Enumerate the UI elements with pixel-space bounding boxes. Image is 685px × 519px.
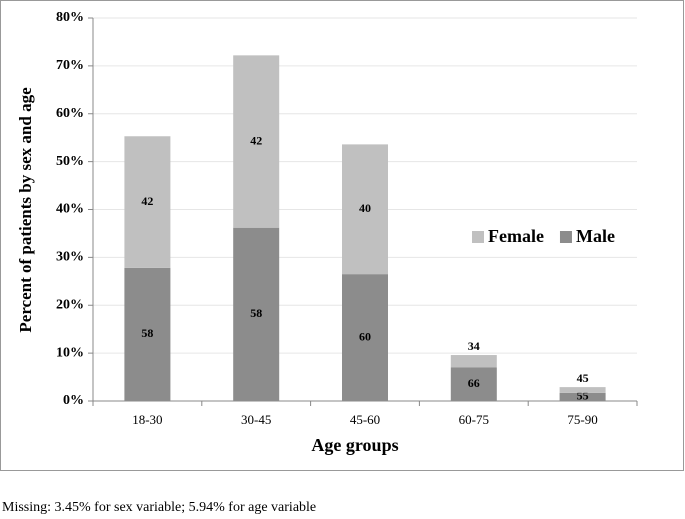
legend-swatch [559, 231, 572, 243]
x-tick-label: 75-90 [567, 412, 597, 427]
x-axis-title: Age groups [311, 435, 398, 455]
y-tick-label: 20% [56, 297, 84, 312]
x-tick-label: 60-75 [459, 412, 489, 427]
bar-segment [559, 387, 606, 393]
y-tick-label: 80% [56, 10, 84, 25]
bar-segment [124, 267, 171, 401]
bar-segment [342, 144, 388, 275]
chart-border [0, 0, 684, 471]
segment-label: 42 [141, 194, 153, 208]
y-tick-label: 10% [56, 345, 84, 360]
x-tick-label: 45-60 [350, 412, 380, 427]
segment-label: 60 [359, 329, 371, 343]
bar-segment [342, 274, 388, 401]
segment-label: 42 [250, 133, 262, 147]
x-tick-label: 18-30 [132, 412, 162, 427]
y-tick-label: 0% [63, 393, 84, 408]
y-tick-label: 70% [56, 58, 84, 73]
segment-label: 45 [577, 371, 589, 385]
y-tick-label: 60% [56, 106, 84, 121]
segment-label: 34 [468, 339, 480, 353]
bar-segment [233, 55, 280, 228]
legend-label: Male [576, 226, 615, 246]
bar-segment [450, 355, 497, 368]
segment-label: 40 [359, 201, 371, 215]
segment-label: 58 [141, 326, 153, 340]
y-tick-label: 30% [56, 250, 84, 265]
footnote: Missing: 3.45% for sex variable; 5.94% f… [2, 500, 316, 515]
y-tick-label: 50% [56, 154, 84, 169]
bar-segment [233, 227, 280, 401]
x-tick-label: 30-45 [241, 412, 271, 427]
bar-segment [450, 367, 497, 401]
y-tick-label: 40% [56, 202, 84, 217]
bar-segment [124, 136, 171, 268]
segment-label: 58 [250, 306, 262, 320]
segment-label: 66 [468, 376, 480, 390]
legend-swatch [472, 231, 484, 243]
legend-label: Female [488, 226, 544, 246]
y-axis-title: Percent of patients by sex and age [16, 87, 35, 333]
bar-segment [559, 392, 606, 401]
